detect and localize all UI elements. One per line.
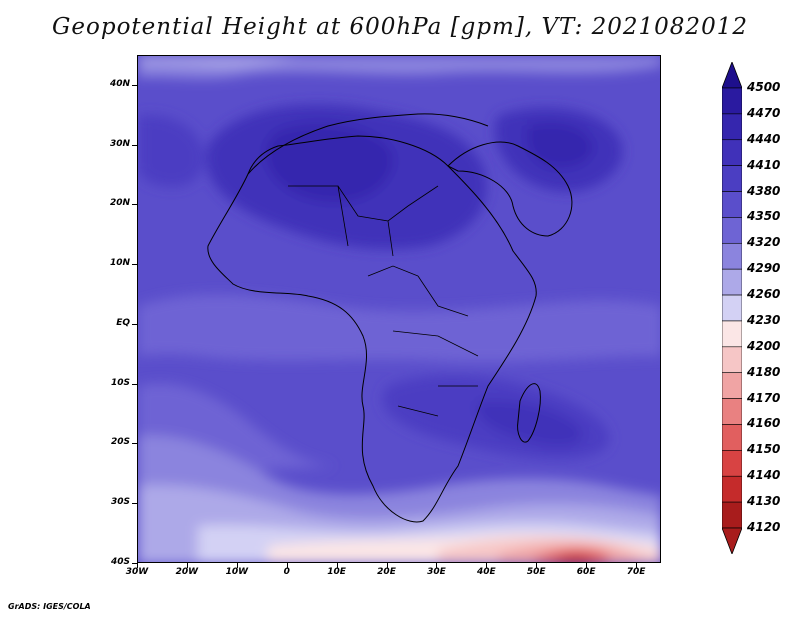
latitude-tick <box>132 384 137 385</box>
colorbar-label: 4260 <box>747 287 781 302</box>
latitude-label: 20S <box>110 437 130 448</box>
latitude-label: 10S <box>110 377 130 388</box>
colorbar-segment <box>722 398 742 425</box>
colorbar <box>722 62 742 554</box>
height-field-contours <box>138 56 660 562</box>
longitude-tick <box>237 563 238 568</box>
colorbar-label: 4320 <box>747 235 781 250</box>
longitude-label: 10W <box>225 567 249 577</box>
colorbar-label: 4500 <box>747 80 781 94</box>
colorbar-segment <box>722 191 742 218</box>
latitude-tick <box>132 443 137 444</box>
colorbar-label: 4230 <box>747 312 781 327</box>
latitude-tick <box>132 204 137 205</box>
colorbar-segment <box>722 450 742 477</box>
latitude-label: 10N <box>109 258 130 269</box>
colorbar-label: 4140 <box>747 468 781 483</box>
colorbar-segment <box>722 268 742 296</box>
longitude-label: 50E <box>526 567 546 577</box>
geopotential-height-map <box>138 56 660 562</box>
colorbar-segment <box>722 424 742 451</box>
colorbar-segment <box>722 113 742 141</box>
colorbar-label: 4470 <box>747 105 781 120</box>
longitude-tick <box>287 563 288 568</box>
latitude-label: 20N <box>109 198 130 209</box>
colorbar-max-arrow <box>722 62 742 89</box>
map-title: Geopotential Height at 600hPa [gpm], VT:… <box>52 14 748 40</box>
longitude-label: 70E <box>626 567 646 577</box>
longitude-label: 10E <box>327 567 346 577</box>
colorbar-segment <box>722 165 742 192</box>
colorbar-segment <box>722 501 742 529</box>
colorbar-label: 4200 <box>747 338 781 353</box>
colorbar-segment <box>722 320 742 348</box>
colorbar-label: 4440 <box>747 131 781 146</box>
colorbar-segment <box>722 294 742 322</box>
colorbar-label: 4380 <box>747 183 781 198</box>
colorbar-segment <box>722 87 742 115</box>
colorbar-segment <box>722 217 742 244</box>
longitude-label: 30W <box>125 567 149 577</box>
latitude-label: 30S <box>110 497 130 508</box>
colorbar-label: 4170 <box>747 390 781 405</box>
longitude-tick <box>187 563 188 568</box>
mediterranean-coastline <box>247 113 489 175</box>
latitude-tick <box>132 503 137 504</box>
latitude-label: 40N <box>109 78 130 89</box>
latitude-label: EQ <box>116 317 130 328</box>
latitude-tick <box>132 145 137 146</box>
coastlines <box>207 113 573 523</box>
colorbar-segment <box>722 475 742 503</box>
colorbar-min-arrow <box>722 527 742 554</box>
longitude-label: 0 <box>283 567 290 577</box>
longitude-label: 60E <box>576 567 596 577</box>
longitude-label: 30E <box>427 567 446 577</box>
longitude-tick <box>486 563 487 568</box>
arabia-coastline <box>447 141 573 237</box>
longitude-label: 20W <box>175 567 199 577</box>
latitude-tick <box>132 563 137 564</box>
latitude-tick <box>132 85 137 86</box>
longitude-tick <box>636 563 637 568</box>
grads-credit: GrADS: IGES/COLA <box>8 602 91 611</box>
longitude-tick <box>436 563 437 568</box>
colorbar-label: 4410 <box>747 157 781 172</box>
colorbar-segment <box>722 139 742 166</box>
colorbar-label: 4160 <box>747 416 781 431</box>
colorbar-label: 4290 <box>747 261 781 276</box>
latitude-tick <box>132 264 137 265</box>
colorbar-label: 4350 <box>747 209 781 224</box>
longitude-label: 40E <box>476 567 496 577</box>
colorbar-segment <box>722 242 742 270</box>
colorbar-segment <box>722 346 742 374</box>
colorbar-segment <box>722 372 742 399</box>
colorbar-label: 4150 <box>747 442 781 457</box>
madagascar-coastline <box>517 383 541 443</box>
longitude-tick <box>536 563 537 568</box>
longitude-tick <box>137 563 138 568</box>
latitude-label: 40S <box>110 557 130 567</box>
colorbar-label: 4130 <box>747 494 781 509</box>
latitude-label: 30N <box>109 138 130 149</box>
longitude-tick <box>387 563 388 568</box>
map-panel <box>137 55 661 563</box>
longitude-tick <box>586 563 587 568</box>
country-borders <box>288 185 479 417</box>
colorbar-label: 4120 <box>747 520 781 534</box>
longitude-label: 20E <box>377 567 396 577</box>
latitude-tick <box>132 324 137 325</box>
africa-coastline <box>207 135 537 523</box>
colorbar-label: 4180 <box>747 364 781 379</box>
longitude-tick <box>337 563 338 568</box>
